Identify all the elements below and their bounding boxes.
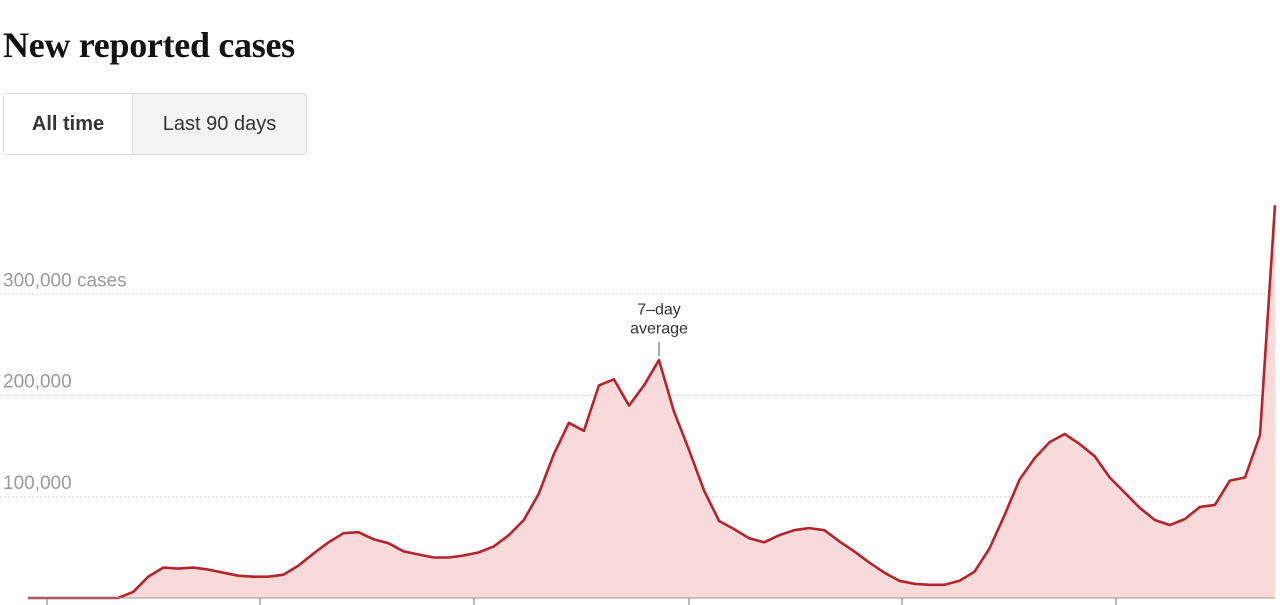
toggle-button[interactable]: All time: [4, 94, 133, 154]
toggle-button[interactable]: Last 90 days: [133, 94, 306, 154]
annotation: average: [630, 320, 688, 337]
y-tick-label: 200,000: [3, 372, 72, 393]
y-tick-label: 300,000 cases: [3, 270, 127, 291]
area-fill: [28, 205, 1275, 598]
chart-title: New reported cases: [3, 25, 295, 65]
annotation: 7–day: [637, 301, 681, 318]
y-tick-label: 100,000: [3, 473, 72, 494]
range-toggle: All time Last 90 days: [3, 93, 307, 155]
line: [28, 205, 1277, 600]
